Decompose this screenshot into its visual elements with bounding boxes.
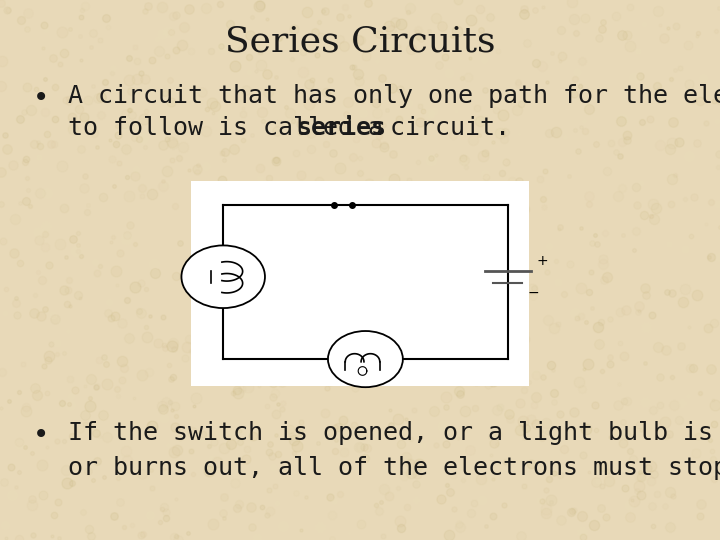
FancyBboxPatch shape xyxy=(191,181,529,386)
Text: •: • xyxy=(32,421,49,449)
Text: •: • xyxy=(32,84,49,112)
Text: series: series xyxy=(297,116,387,140)
Circle shape xyxy=(328,331,403,387)
Text: −: − xyxy=(528,285,539,299)
Text: A circuit that has only one path for the electrons: A circuit that has only one path for the… xyxy=(68,84,720,107)
Text: circuit.: circuit. xyxy=(375,116,510,140)
Text: or burns out, all of the electrons must stop.: or burns out, all of the electrons must … xyxy=(68,456,720,480)
Text: If the switch is opened, or a light bulb is removed: If the switch is opened, or a light bulb… xyxy=(68,421,720,445)
Text: +: + xyxy=(536,254,548,268)
Circle shape xyxy=(181,245,265,308)
Text: Series Circuits: Series Circuits xyxy=(225,24,495,58)
Text: to follow is called a: to follow is called a xyxy=(68,116,398,140)
